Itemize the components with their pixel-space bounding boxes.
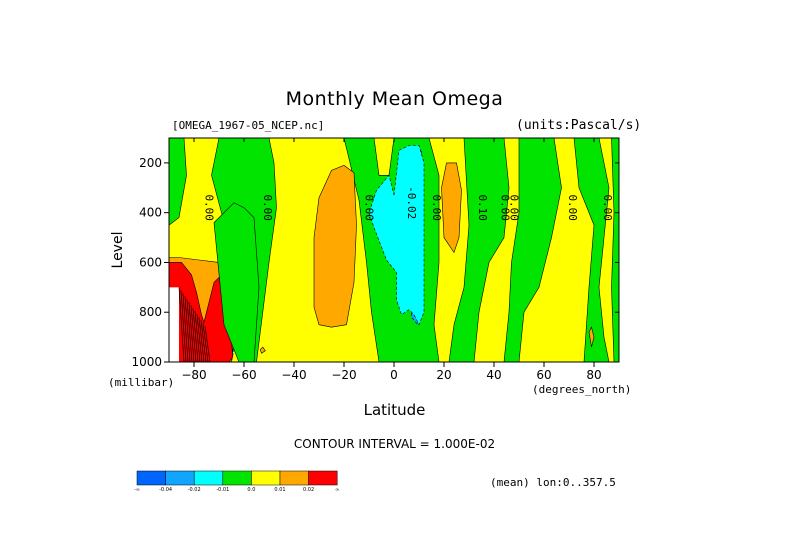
green-band bbox=[503, 138, 562, 362]
colorbar-swatch bbox=[308, 470, 338, 486]
x-axis-label: Latitude bbox=[363, 401, 426, 419]
colorbar-label: -0.04 bbox=[159, 487, 172, 493]
file-label: [OMEGA_1967-05_NCEP.nc] bbox=[172, 119, 325, 132]
contour-label: -0.02 bbox=[405, 186, 418, 219]
dense-contour bbox=[202, 323, 209, 362]
dense-contour bbox=[182, 293, 189, 362]
green-band bbox=[573, 138, 610, 362]
units-label: (units:Pascal/s) bbox=[516, 118, 642, 133]
contour-region-red bbox=[169, 262, 234, 362]
dense-contour bbox=[180, 290, 187, 362]
colorbar-label: 0.02 bbox=[303, 487, 314, 493]
x-tick-label: −40 bbox=[281, 368, 306, 382]
contour-label: 0.00 bbox=[430, 194, 443, 221]
x-tick-label: 40 bbox=[486, 368, 501, 382]
chart-title: Monthly Mean Omega bbox=[285, 88, 504, 110]
contour-region-orange bbox=[313, 165, 357, 328]
colorbar-swatch bbox=[279, 470, 309, 486]
x-tick-label: −60 bbox=[231, 368, 256, 382]
colorbar-swatch bbox=[165, 470, 195, 486]
green-band bbox=[169, 138, 187, 226]
contour-label: 0.00 bbox=[202, 194, 215, 221]
colorbar-label: -0.02 bbox=[188, 487, 201, 493]
contour-label: 0.00 bbox=[362, 194, 375, 221]
dense-contour bbox=[204, 326, 211, 362]
dense-contour bbox=[192, 308, 199, 362]
contour-label: 0.00 bbox=[261, 194, 274, 221]
contour-region-orange bbox=[441, 162, 462, 254]
colorbar-label: -0.01 bbox=[216, 487, 229, 493]
contour-interval-label: CONTOUR INTERVAL = 1.000E-02 bbox=[293, 437, 496, 451]
x-tick-label: −80 bbox=[181, 368, 206, 382]
y-tick-label: 600 bbox=[139, 255, 162, 269]
x-tick-label: 20 bbox=[436, 368, 451, 382]
contour-region-cyan bbox=[368, 145, 425, 326]
colorbar-label: 0.01 bbox=[274, 487, 285, 493]
contour-region-orange bbox=[259, 346, 266, 354]
y-tick-label: 200 bbox=[139, 156, 162, 170]
dense-contour bbox=[194, 311, 201, 362]
x-tick-label: 80 bbox=[586, 368, 601, 382]
contour-region-green bbox=[213, 202, 260, 362]
x-tick-label: 0 bbox=[390, 368, 398, 382]
dense-contour bbox=[198, 317, 205, 362]
contour-label: 0.10 bbox=[476, 194, 489, 221]
contour-label: 0.00 bbox=[507, 194, 520, 221]
colorbar-label: -∞ bbox=[134, 487, 140, 493]
dense-contour bbox=[200, 320, 207, 362]
colorbar-label: 0.0 bbox=[247, 487, 255, 493]
contour-region-orange bbox=[588, 326, 595, 348]
contour-label: 0.00 bbox=[566, 194, 579, 221]
dense-contour bbox=[188, 302, 195, 362]
colorbar-label: ∞ bbox=[335, 487, 339, 493]
y-axis-unit: (millibar) bbox=[108, 376, 175, 389]
x-tick-label: 60 bbox=[536, 368, 551, 382]
green-band bbox=[611, 138, 619, 362]
colorbar-swatch bbox=[222, 470, 252, 486]
contour-label: 0.00 bbox=[601, 194, 614, 221]
mean-longitude-label: (mean) lon:0..357.5 bbox=[490, 476, 616, 489]
colorbar-swatch bbox=[136, 470, 166, 486]
dense-contour bbox=[184, 296, 191, 362]
colorbar-swatch bbox=[251, 470, 281, 486]
x-tick-label: −20 bbox=[331, 368, 356, 382]
dense-contour bbox=[186, 299, 193, 362]
y-tick-label: 400 bbox=[139, 206, 162, 220]
contour-label: 0.00 bbox=[499, 194, 512, 221]
x-axis-unit: (degrees_north) bbox=[532, 383, 632, 396]
dense-contour bbox=[196, 314, 203, 362]
y-tick-label: 1000 bbox=[131, 355, 162, 369]
green-band bbox=[448, 138, 510, 362]
y-tick-label: 800 bbox=[139, 305, 162, 319]
dense-contour bbox=[178, 287, 185, 362]
colorbar-swatch bbox=[193, 470, 224, 486]
dense-contour bbox=[190, 305, 197, 362]
missing-data bbox=[169, 287, 179, 362]
